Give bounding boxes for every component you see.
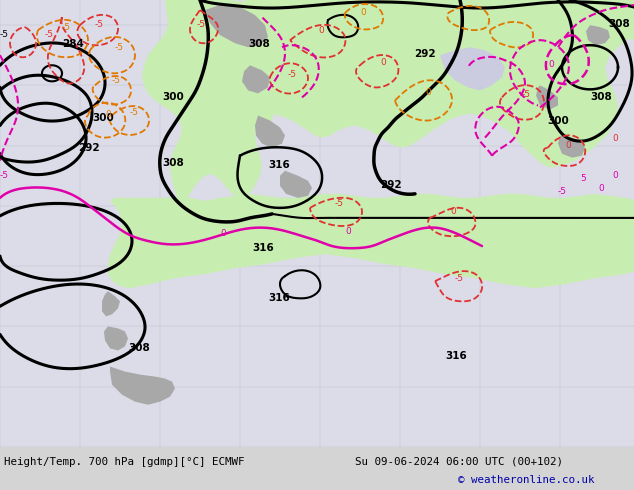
Text: -5: -5 xyxy=(558,187,567,196)
Text: 0: 0 xyxy=(105,110,111,120)
Polygon shape xyxy=(108,194,634,288)
Text: 0: 0 xyxy=(612,171,618,180)
Text: 316: 316 xyxy=(445,350,467,361)
Text: 292: 292 xyxy=(380,180,401,190)
Text: -5: -5 xyxy=(522,91,531,99)
Text: -5: -5 xyxy=(0,171,9,180)
Polygon shape xyxy=(142,0,290,206)
Text: 292: 292 xyxy=(78,143,100,152)
Text: 0: 0 xyxy=(548,60,553,69)
Polygon shape xyxy=(536,85,558,109)
Text: Su 09-06-2024 06:00 UTC (00+102): Su 09-06-2024 06:00 UTC (00+102) xyxy=(355,457,563,467)
Text: 5: 5 xyxy=(580,174,586,183)
Polygon shape xyxy=(255,116,285,147)
Text: 308: 308 xyxy=(590,93,612,102)
Text: -5: -5 xyxy=(95,20,104,29)
Text: © weatheronline.co.uk: © weatheronline.co.uk xyxy=(458,475,595,485)
Text: 308: 308 xyxy=(608,19,630,29)
Text: 300: 300 xyxy=(92,113,113,122)
Text: 284: 284 xyxy=(62,39,84,49)
Text: 0: 0 xyxy=(565,141,571,149)
Polygon shape xyxy=(215,0,634,198)
Text: 0: 0 xyxy=(425,88,430,98)
Text: 300: 300 xyxy=(547,116,569,125)
Polygon shape xyxy=(440,47,505,90)
Text: -5: -5 xyxy=(115,43,124,52)
Polygon shape xyxy=(558,136,585,158)
Polygon shape xyxy=(104,326,128,350)
Text: 0: 0 xyxy=(380,58,385,67)
Text: -5: -5 xyxy=(112,76,121,85)
Text: 308: 308 xyxy=(128,343,150,353)
Polygon shape xyxy=(110,367,175,405)
Text: -5: -5 xyxy=(0,30,9,39)
Text: -5: -5 xyxy=(455,274,464,283)
Text: 308: 308 xyxy=(162,158,184,168)
Text: -5: -5 xyxy=(45,30,54,39)
Text: 0: 0 xyxy=(360,8,366,17)
Text: 0: 0 xyxy=(598,184,604,193)
Text: -5: -5 xyxy=(62,23,71,32)
Text: 292: 292 xyxy=(414,49,436,59)
Text: 0: 0 xyxy=(612,134,618,143)
Text: 316: 316 xyxy=(252,243,274,253)
Text: 0: 0 xyxy=(345,227,351,236)
Text: -5: -5 xyxy=(197,20,206,29)
Text: 316: 316 xyxy=(268,160,290,170)
Text: 308: 308 xyxy=(248,39,269,49)
Text: -5: -5 xyxy=(335,199,344,208)
Text: 0: 0 xyxy=(220,229,226,238)
Text: 316: 316 xyxy=(268,294,290,303)
Text: 0: 0 xyxy=(450,207,456,216)
Polygon shape xyxy=(205,5,268,47)
Polygon shape xyxy=(242,65,270,94)
Text: -5: -5 xyxy=(288,71,297,79)
Text: 0: 0 xyxy=(318,26,324,35)
Polygon shape xyxy=(390,0,634,40)
Text: -5: -5 xyxy=(130,108,139,118)
Text: 300: 300 xyxy=(162,93,184,102)
Polygon shape xyxy=(280,171,312,198)
Text: Height/Temp. 700 hPa [gdmp][°C] ECMWF: Height/Temp. 700 hPa [gdmp][°C] ECMWF xyxy=(4,457,245,467)
Polygon shape xyxy=(102,291,120,317)
Polygon shape xyxy=(586,25,610,45)
